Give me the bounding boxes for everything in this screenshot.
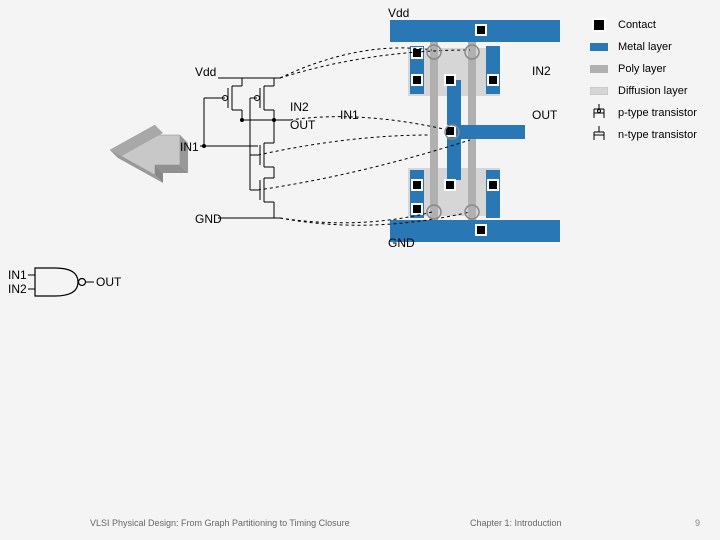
legend: Contact Metal layer Poly layer Diffusion… <box>590 18 710 150</box>
label-gnd-sch: GND <box>195 212 222 226</box>
contact-swatch <box>590 18 608 32</box>
legend-contact-label: Contact <box>618 19 656 31</box>
ntrans-icon <box>590 128 608 142</box>
label-vdd-top: Vdd <box>388 6 409 20</box>
label-in2-gate: IN2 <box>8 282 27 296</box>
label-in1-layout: IN1 <box>340 108 359 122</box>
legend-ntrans-label: n-type transistor <box>618 129 697 141</box>
legend-metal-label: Metal layer <box>618 41 672 53</box>
poly-swatch <box>590 62 608 76</box>
footer-center: Chapter 1: Introduction <box>470 518 562 528</box>
legend-contact: Contact <box>590 18 710 32</box>
diffusion-swatch <box>590 84 608 98</box>
footer-pageno: 9 <box>695 518 700 528</box>
label-out-gate: OUT <box>96 275 121 289</box>
label-gnd-layout: GND <box>388 236 415 250</box>
legend-ptrans: p-type transistor <box>590 106 710 120</box>
legend-ntrans: n-type transistor <box>590 128 710 142</box>
footer-left: VLSI Physical Design: From Graph Partiti… <box>90 518 350 528</box>
legend-diffusion-label: Diffusion layer <box>618 85 688 97</box>
label-vdd-left: Vdd <box>195 65 216 79</box>
label-in1-gate: IN1 <box>8 268 27 282</box>
legend-ptrans-label: p-type transistor <box>618 107 697 119</box>
legend-diffusion: Diffusion layer <box>590 84 710 98</box>
label-in2-layout: IN2 <box>532 64 551 78</box>
label-in1-sch: IN1 <box>180 140 199 154</box>
legend-metal: Metal layer <box>590 40 710 54</box>
label-out-layout: OUT <box>532 108 557 122</box>
label-in2-sch: IN2 <box>290 100 309 114</box>
label-out-sch: OUT <box>290 118 315 132</box>
legend-poly: Poly layer <box>590 62 710 76</box>
legend-poly-label: Poly layer <box>618 63 666 75</box>
metal-swatch <box>590 40 608 54</box>
ptrans-icon <box>590 106 608 120</box>
